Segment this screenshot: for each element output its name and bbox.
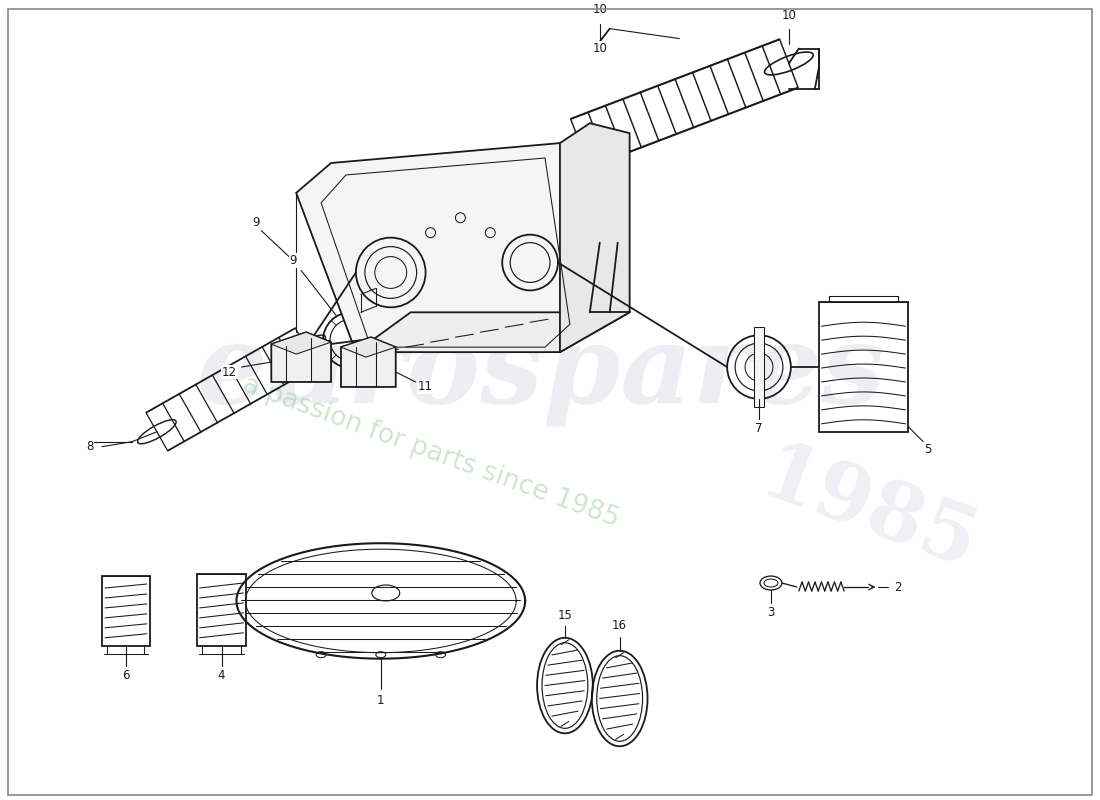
Text: 9: 9: [253, 216, 260, 230]
Text: 8: 8: [87, 440, 94, 453]
Text: 10: 10: [781, 9, 796, 22]
Text: eurospares: eurospares: [196, 318, 884, 426]
Text: 2: 2: [894, 581, 902, 594]
Text: 3: 3: [768, 606, 774, 619]
Polygon shape: [341, 337, 396, 387]
Text: 12: 12: [222, 366, 236, 378]
Polygon shape: [272, 332, 331, 382]
Text: 11: 11: [418, 381, 433, 394]
Polygon shape: [296, 143, 590, 352]
Text: 1: 1: [377, 694, 385, 707]
Bar: [197, 574, 246, 646]
Bar: [102, 576, 150, 646]
Polygon shape: [560, 123, 629, 352]
Text: 5: 5: [924, 443, 932, 456]
Text: 10: 10: [592, 42, 607, 55]
Text: 7: 7: [756, 422, 762, 435]
Text: 1985: 1985: [750, 436, 987, 586]
Text: 15: 15: [558, 610, 572, 622]
Text: 4: 4: [218, 669, 226, 682]
Text: 16: 16: [613, 619, 627, 632]
Polygon shape: [356, 312, 629, 352]
Polygon shape: [341, 337, 396, 357]
Text: 9: 9: [289, 254, 297, 267]
Text: 10: 10: [592, 2, 607, 16]
Bar: [818, 302, 909, 432]
Text: a passion for parts since 1985: a passion for parts since 1985: [239, 371, 623, 532]
Polygon shape: [272, 332, 331, 354]
Bar: [754, 327, 764, 407]
Text: 6: 6: [122, 669, 130, 682]
